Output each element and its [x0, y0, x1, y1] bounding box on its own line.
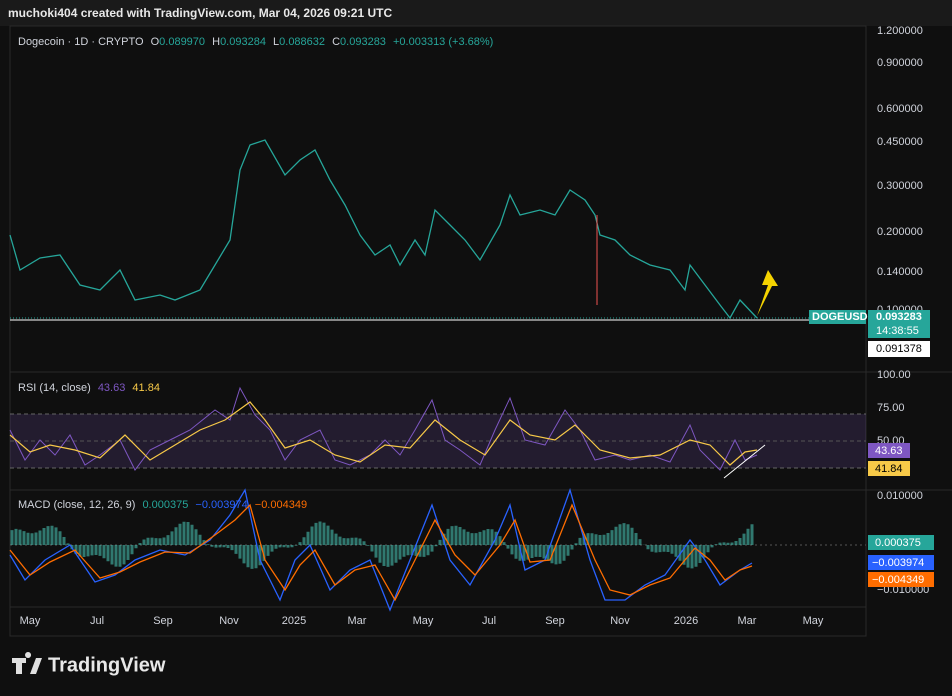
macd-histogram — [10, 521, 754, 569]
price-line — [9, 139, 758, 320]
rsi-tick-label: 100.00 — [877, 369, 911, 381]
time-label: May — [803, 615, 824, 627]
last-price: 0.093283 — [876, 311, 922, 323]
time-label: Mar — [738, 615, 757, 627]
price-tick-label: 0.200000 — [877, 226, 923, 238]
price-tick-label: 0.300000 — [877, 180, 923, 192]
rsi-ma-badge-bg — [868, 461, 910, 476]
caption: muchoki404 created with TradingView.com,… — [8, 6, 392, 20]
time-label: May — [413, 615, 434, 627]
arrow — [757, 270, 778, 316]
price-tick-label: 0.600000 — [877, 103, 923, 115]
rsi-ma-line — [9, 401, 758, 466]
rsi-ma-badge: 41.84 — [875, 463, 903, 475]
hist-badge-bg — [868, 535, 934, 550]
macd-badge: −0.003974 — [872, 557, 924, 569]
logo-icon — [12, 652, 42, 674]
rsi-value: 43.63 — [98, 382, 126, 394]
signal-badge: −0.004349 — [872, 574, 924, 586]
signal-line — [9, 503, 753, 602]
open: 0.089970 — [159, 36, 205, 48]
macd-value: −0.003974 — [195, 499, 247, 511]
line-price-bg — [868, 341, 930, 357]
macd-badge-bg — [868, 555, 934, 570]
macd-line — [9, 487, 753, 612]
last-price-bg — [868, 310, 930, 338]
time-label: Jul — [482, 615, 496, 627]
o-label: O — [151, 36, 160, 48]
time-label: May — [20, 615, 41, 627]
high: 0.093284 — [220, 36, 266, 48]
trendline — [723, 444, 766, 479]
symbol-badge-bg — [809, 310, 866, 324]
c-label: C — [332, 36, 340, 48]
change: +0.003313 (+3.68%) — [393, 36, 493, 48]
symbol: Dogecoin · 1D · CRYPTO — [18, 36, 144, 48]
close: 0.093283 — [340, 36, 386, 48]
line-price: 0.091378 — [876, 343, 922, 355]
price-tick-label: 1.200000 — [877, 25, 923, 37]
rsi-title: RSI (14, close) — [18, 382, 91, 394]
rsi-legend: RSI (14, close) 43.63 41.84 — [18, 382, 160, 394]
hist-value: 0.000375 — [142, 499, 188, 511]
header-bar — [0, 0, 952, 26]
logo: TradingView — [48, 654, 166, 676]
legend: Dogecoin · 1D · CRYPTO O0.089970 H0.0932… — [18, 36, 493, 48]
time-label: Nov — [219, 615, 239, 627]
time-label: Nov — [610, 615, 630, 627]
countdown: 14:38:55 — [876, 325, 919, 337]
signal-badge-bg — [868, 572, 934, 587]
time-label: Sep — [545, 615, 565, 627]
time-label: Mar — [348, 615, 367, 627]
time-label: Jul — [90, 615, 104, 627]
chart-area — [9, 25, 867, 637]
hist-badge: 0.000375 — [875, 537, 921, 549]
price-tick-label: 0.450000 — [877, 136, 923, 148]
h-label: H — [212, 36, 220, 48]
rsi-ma-value: 41.84 — [132, 382, 160, 394]
symbol-badge: DOGEUSD — [812, 311, 868, 323]
macd-title: MACD (close, 12, 26, 9) — [18, 499, 135, 511]
signal-value: −0.004349 — [255, 499, 307, 511]
l-label: L — [273, 36, 279, 48]
time-label: 2026 — [674, 615, 698, 627]
macd-legend: MACD (close, 12, 26, 9) 0.000375 −0.0039… — [18, 499, 307, 511]
low: 0.088632 — [279, 36, 325, 48]
price-tick-label: 0.140000 — [877, 266, 923, 278]
rsi-badge: 43.63 — [875, 445, 903, 457]
rsi-tick-label: 75.00 — [877, 402, 905, 414]
rsi-line — [9, 386, 758, 471]
time-label: 2025 — [282, 615, 306, 627]
rsi-badge-bg — [868, 443, 910, 458]
macd-tick-label: 0.010000 — [877, 490, 923, 502]
time-label: Sep — [153, 615, 173, 627]
price-tick-label: 0.900000 — [877, 57, 923, 69]
